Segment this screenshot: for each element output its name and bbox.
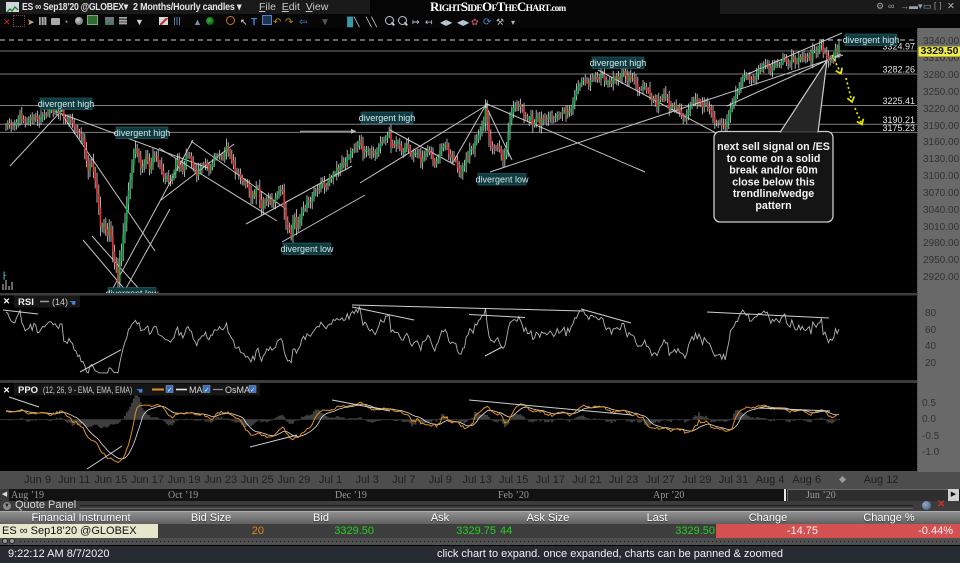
svg-text:divergent high: divergent high [359, 113, 416, 123]
svg-text:3175.23: 3175.23 [882, 123, 915, 133]
svg-text:3225.41: 3225.41 [882, 96, 915, 106]
svg-text:divergent high: divergent high [114, 128, 171, 138]
svg-text:close below this: close below this [732, 176, 815, 188]
svg-text:RSI: RSI [18, 297, 34, 308]
svg-text:break and/or 60m: break and/or 60m [729, 165, 818, 177]
svg-text:✓: ✓ [204, 387, 209, 394]
svg-text:┠: ┠ [2, 271, 7, 280]
svg-text:(12, 26, 9 - EMA, EMA, EMA): (12, 26, 9 - EMA, EMA, EMA) [43, 385, 133, 395]
svg-text:3324.97: 3324.97 [882, 42, 915, 52]
svg-text:✕: ✕ [3, 296, 10, 306]
svg-text:3282.26: 3282.26 [882, 65, 915, 75]
svg-text:divergent high: divergent high [590, 58, 647, 68]
svg-text:(14): (14) [52, 297, 68, 307]
svg-text:divergent low: divergent low [475, 174, 529, 184]
svg-text:✓: ✓ [167, 387, 172, 394]
svg-text:divergent low: divergent low [280, 244, 334, 254]
svg-text:☚: ☚ [69, 299, 76, 308]
svg-text:✕: ✕ [3, 385, 10, 395]
svg-text:divergent low: divergent low [105, 288, 159, 298]
svg-text:OsMA: OsMA [225, 385, 250, 395]
svg-text:next sell signal on /ES: next sell signal on /ES [717, 141, 830, 153]
svg-text:pattern: pattern [755, 200, 791, 212]
svg-text:PPO: PPO [18, 385, 38, 396]
svg-text:✓: ✓ [250, 387, 255, 394]
svg-text:MA: MA [189, 385, 203, 395]
svg-text:☚: ☚ [136, 387, 143, 396]
svg-text:to come on a solid: to come on a solid [727, 153, 821, 165]
svg-text:trendline/wedge: trendline/wedge [733, 188, 814, 200]
svg-text:divergent high: divergent high [38, 99, 95, 109]
svg-text:divergent high: divergent high [843, 35, 900, 45]
svg-text:3190.21: 3190.21 [882, 115, 915, 125]
